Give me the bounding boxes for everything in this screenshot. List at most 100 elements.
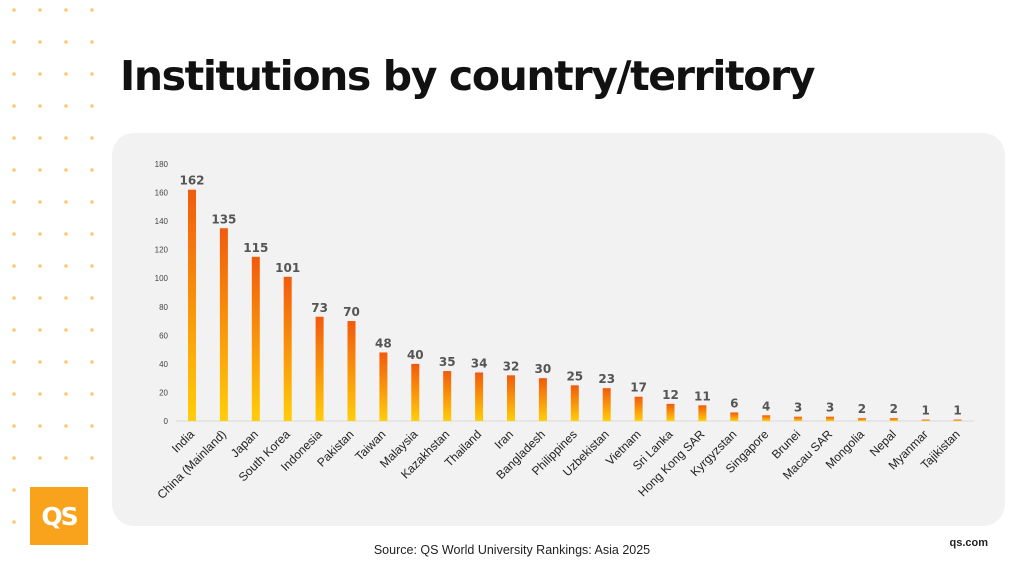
data-label: 2 [890,402,898,416]
logo-text: QS [41,501,78,531]
decor-dot [12,136,16,140]
bar [475,372,484,421]
y-tick-label: 40 [159,360,168,369]
data-label: 1 [922,404,930,418]
decor-dot [38,392,42,396]
bar [219,228,228,421]
qs-logo: QS [30,487,88,545]
decor-dot [12,424,16,428]
decor-dot [12,456,16,460]
decor-dot [64,392,68,396]
decor-dot [64,264,68,268]
decor-dot [90,456,94,460]
bar [762,415,771,421]
data-label: 30 [535,362,552,376]
bar [794,416,803,421]
decor-dot [38,168,42,172]
decor-dot [64,168,68,172]
bar [826,416,834,421]
decor-dot [38,8,42,12]
decor-dot [38,40,42,44]
y-tick-label: 0 [164,417,169,426]
data-label: 3 [794,401,802,415]
data-label: 48 [375,336,392,350]
decor-dot [12,328,16,332]
data-label: 34 [471,356,488,370]
decor-dot [90,424,94,428]
bar [698,405,707,421]
decor-dot [90,40,94,44]
y-tick-label: 100 [155,274,169,283]
data-label: 40 [407,348,424,362]
data-label: 115 [243,241,268,255]
dot-pattern-decoration [12,8,94,524]
data-label: 2 [858,402,866,416]
chart-panel [112,133,1005,526]
decor-dot [64,104,68,108]
data-label: 6 [730,396,738,410]
decor-dot [12,168,16,172]
bar [570,385,579,421]
data-label: 3 [826,401,834,415]
site-url: qs.com [949,537,988,549]
data-label: 17 [630,381,647,395]
bar [538,378,547,421]
data-label: 70 [343,305,360,319]
data-label: 4 [762,399,770,413]
decor-dot [64,360,68,364]
y-tick-label: 120 [155,246,169,255]
decor-dot [64,40,68,44]
y-axis: 0 20 40 60 80 100 120 140 160 180 [155,160,169,426]
bar [379,352,388,421]
category-label: Iran [492,427,517,452]
decor-dot [64,200,68,204]
decor-dot [90,72,94,76]
data-label: 101 [275,261,300,275]
decor-dot [38,360,42,364]
data-label: 32 [503,359,520,373]
decor-dot [12,40,16,44]
data-label: 11 [694,389,711,403]
bar [889,418,898,421]
decor-dot [38,456,42,460]
bar [666,403,675,421]
data-label: 35 [439,355,456,369]
decor-dot [38,424,42,428]
data-label: 23 [598,372,615,386]
decor-dot [64,328,68,332]
decor-dot [64,296,68,300]
decor-dot [12,8,16,12]
decor-dot [90,296,94,300]
data-label: 135 [211,212,236,226]
bar [411,363,420,421]
decor-dot [90,104,94,108]
decor-dot [38,232,42,236]
data-label: 25 [566,369,583,383]
decor-dot [64,424,68,428]
decor-dot [64,232,68,236]
decor-dot [90,232,94,236]
bar [634,396,643,421]
decor-dot [12,360,16,364]
source-note: Source: QS World University Rankings: As… [373,543,651,557]
bar [921,419,930,421]
y-tick-label: 160 [155,189,169,198]
decor-dot [90,136,94,140]
decor-dot [90,200,94,204]
decor-dot [12,392,16,396]
bar [347,321,356,421]
decor-dot [64,72,68,76]
category-label: India [169,427,198,456]
decor-dot [90,8,94,12]
decor-dot [38,264,42,268]
decor-dot [12,296,16,300]
decor-dot [12,232,16,236]
bar [443,371,452,421]
y-tick-label: 180 [155,160,169,169]
bar [730,412,739,421]
decor-dot [38,136,42,140]
decor-dot [64,136,68,140]
bar [251,256,260,421]
